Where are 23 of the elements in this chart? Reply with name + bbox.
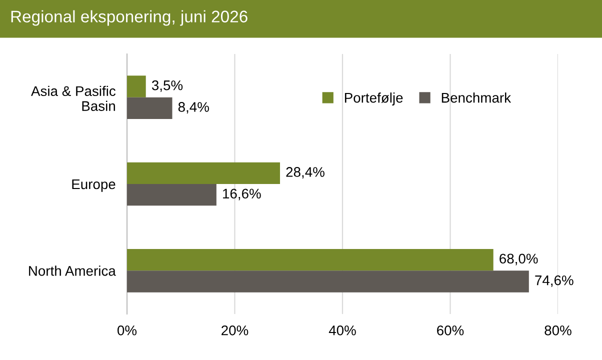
- data-label: 68,0%: [500, 254, 538, 266]
- x-tick-label: 0%: [118, 325, 137, 336]
- data-label: 3,5%: [152, 80, 183, 92]
- legend-label: Portefølje: [344, 92, 403, 106]
- bar: [127, 76, 146, 98]
- x-tick-label: 40%: [328, 325, 356, 336]
- chart-title: Regional eksponering, juni 2026: [11, 10, 248, 26]
- data-label: 74,6%: [535, 275, 574, 287]
- bar: [127, 162, 280, 184]
- data-label: 28,4%: [286, 167, 324, 179]
- legend-label: Benchmark: [442, 92, 512, 103]
- x-tick-label: 80%: [544, 325, 572, 336]
- x-tick-label: 60%: [437, 325, 464, 336]
- y-tick-label: North America: [29, 266, 116, 276]
- bar: [127, 270, 529, 292]
- bar: [127, 97, 172, 119]
- x-tick-label: 20%: [222, 325, 248, 336]
- data-label: 8,4%: [178, 102, 209, 114]
- y-tick-label: Europe: [72, 179, 116, 192]
- bar: [127, 184, 216, 206]
- bar: [127, 249, 494, 271]
- y-tick-label: Asia & Pasific Basin: [31, 86, 116, 111]
- data-label: 16,6%: [223, 188, 261, 200]
